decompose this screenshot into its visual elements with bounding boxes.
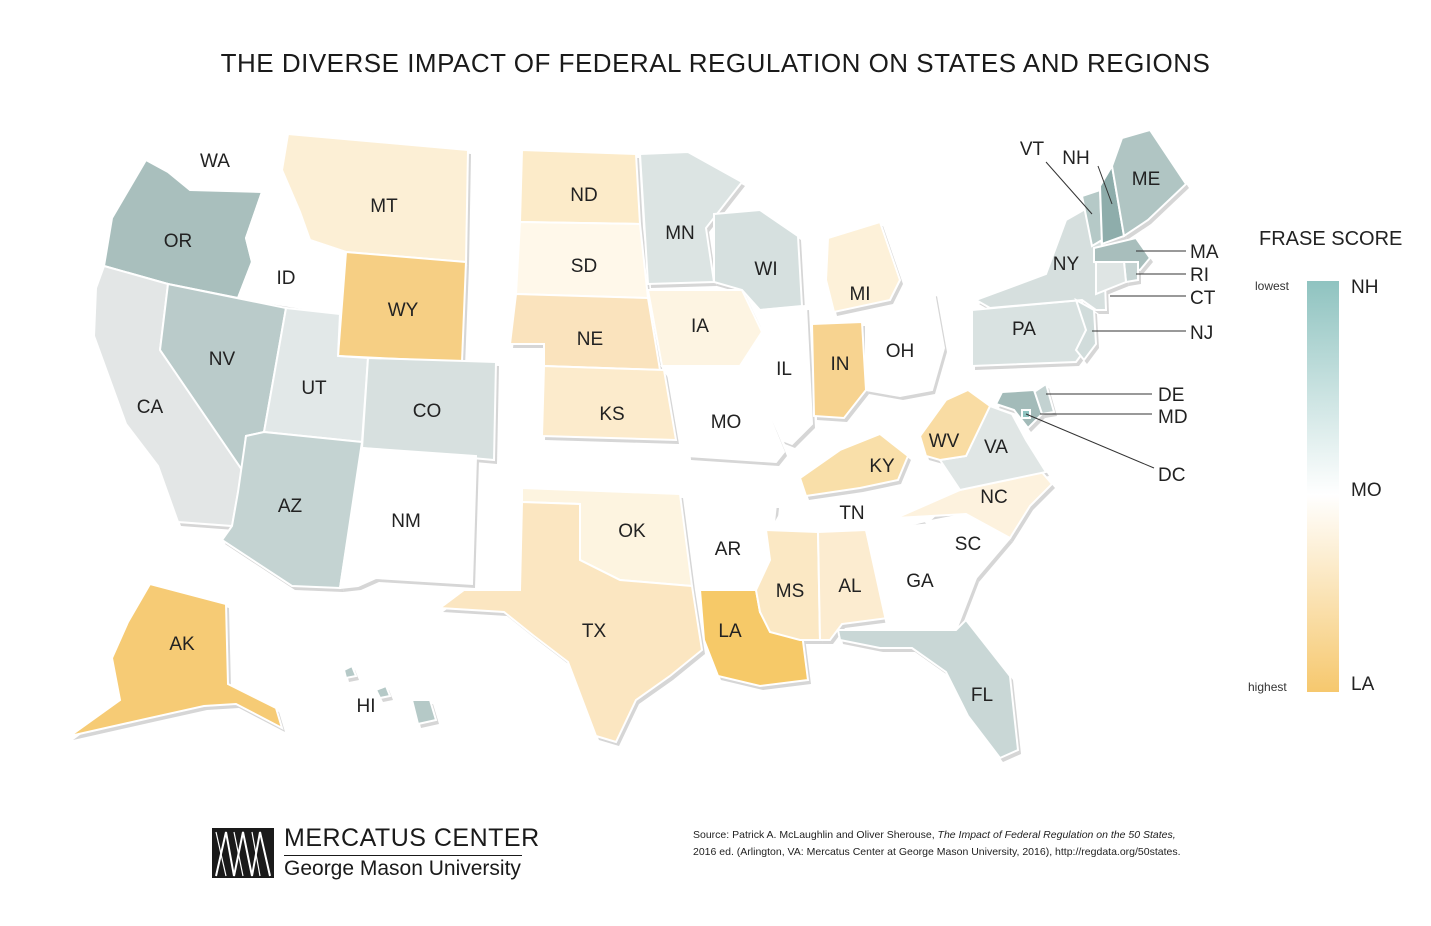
source-prefix: Source: Patrick A. McLaughlin and Oliver…: [693, 829, 938, 841]
state-label-mt: MT: [370, 196, 398, 217]
state-label-ny: NY: [1053, 254, 1080, 275]
state-fl: [836, 618, 1020, 760]
state-label-hi: HI: [357, 696, 376, 717]
state-label-wv: WV: [929, 431, 960, 452]
state-ak: [69, 582, 284, 737]
state-nj: [1074, 297, 1098, 362]
state-label-tn: TN: [839, 503, 864, 524]
state-label-ky: KY: [869, 456, 895, 477]
logo-mark-icon: [212, 828, 274, 878]
leader-line-dc: [1025, 413, 1155, 469]
legend-lowest-label: lowest: [1255, 279, 1290, 293]
state-label-ms: MS: [776, 581, 805, 602]
source-line2: 2016 ed. (Arlington, VA: Mercatus Center…: [693, 846, 1181, 858]
state-label-nv: NV: [209, 349, 236, 370]
state-mt: [280, 132, 470, 264]
state-label-co: CO: [413, 401, 442, 422]
state-nm: [338, 446, 478, 590]
state-ky: [798, 432, 910, 498]
state-label-ne: NE: [577, 329, 603, 350]
leader-line-nh: [1097, 165, 1113, 205]
state-label-ut: UT: [301, 378, 327, 399]
state-label-ia: IA: [691, 316, 709, 337]
state-ct: [1095, 261, 1128, 296]
state-oh: [865, 290, 946, 398]
source-note: Source: Patrick A. McLaughlin and Oliver…: [693, 827, 1253, 861]
state-label-fl: FL: [971, 685, 993, 706]
state-label-tx: TX: [582, 621, 607, 642]
legend-bottom-state: LA: [1351, 674, 1375, 695]
logo-divider: [284, 855, 522, 856]
state-label-nm: NM: [391, 511, 421, 532]
state-label-in: IN: [831, 354, 850, 375]
state-label-mi: MI: [849, 284, 870, 305]
state-ga: [864, 522, 978, 631]
state-label-dc: DC: [1158, 465, 1185, 486]
source-title: The Impact of Federal Regulation on the …: [937, 829, 1176, 841]
state-label-ri: RI: [1190, 265, 1209, 286]
state-mn: [638, 150, 744, 286]
state-label-me: ME: [1132, 169, 1161, 190]
legend-color-bar: [1307, 281, 1339, 692]
state-ks: [540, 364, 678, 442]
map-title: THE DIVERSE IMPACT OF FEDERAL REGULATION…: [220, 48, 1211, 78]
state-label-nd: ND: [570, 185, 597, 206]
logo-name: MERCATUS CENTER: [284, 824, 540, 852]
state-label-ok: OK: [618, 521, 646, 542]
legend-highest-label: highest: [1248, 680, 1287, 694]
state-hi: [342, 664, 438, 726]
state-label-ks: KS: [599, 404, 624, 425]
state-co: [360, 356, 498, 462]
state-label-nh: NH: [1062, 148, 1089, 169]
state-label-la: LA: [718, 621, 742, 642]
state-label-al: AL: [838, 576, 861, 597]
state-label-va: VA: [984, 437, 1008, 458]
state-tx: [437, 500, 704, 744]
state-label-md: MD: [1158, 407, 1188, 428]
state-label-ct: CT: [1190, 288, 1216, 309]
legend-title: FRASE SCORE: [1259, 228, 1403, 250]
state-label-ga: GA: [906, 571, 934, 592]
state-wv: [918, 388, 992, 462]
state-label-or: OR: [164, 231, 193, 252]
state-label-ca: CA: [137, 397, 164, 418]
state-label-ar: AR: [715, 539, 741, 560]
state-label-wa: WA: [200, 151, 230, 172]
leader-line-vt: [1045, 161, 1093, 215]
state-label-mn: MN: [665, 223, 695, 244]
legend-mid-state: MO: [1351, 480, 1382, 501]
state-label-vt: VT: [1020, 139, 1045, 160]
state-me: [1110, 128, 1188, 238]
state-label-nc: NC: [980, 487, 1007, 508]
state-label-wy: WY: [388, 300, 419, 321]
state-mi: [824, 220, 902, 314]
state-label-de: DE: [1158, 385, 1184, 406]
state-label-ak: AK: [169, 634, 195, 655]
state-il: [738, 304, 814, 446]
state-label-il: IL: [776, 359, 792, 380]
state-label-wi: WI: [754, 259, 777, 280]
state-label-nj: NJ: [1190, 323, 1213, 344]
state-label-pa: PA: [1012, 319, 1036, 340]
state-label-mo: MO: [711, 412, 742, 433]
state-in: [810, 320, 868, 420]
state-label-az: AZ: [278, 496, 303, 517]
legend-top-state: NH: [1351, 277, 1379, 298]
state-label-sd: SD: [571, 256, 597, 277]
state-label-id: ID: [277, 268, 296, 289]
state-label-ma: MA: [1190, 242, 1219, 263]
mercatus-logo: MERCATUS CENTER George Mason University: [212, 824, 542, 884]
state-label-sc: SC: [955, 534, 981, 555]
logo-university: George Mason University: [284, 857, 521, 880]
state-label-oh: OH: [886, 341, 915, 362]
